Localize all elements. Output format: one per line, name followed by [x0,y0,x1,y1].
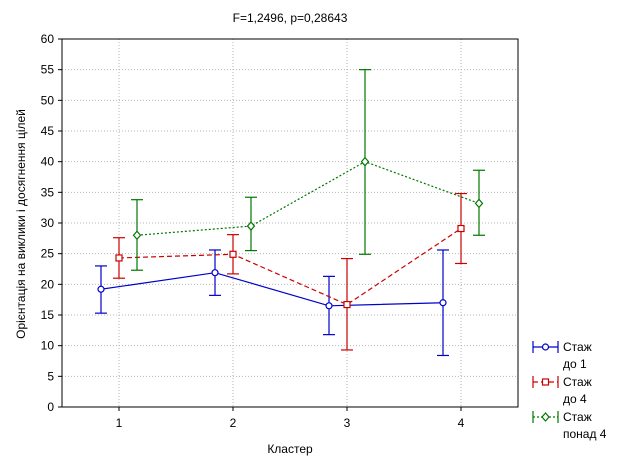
data-point [132,230,142,241]
x-tick-label: 2 [230,416,237,430]
y-tick-label: 10 [41,339,55,353]
y-tick-label: 0 [47,400,54,414]
y-tick-label: 60 [41,32,55,46]
data-point [439,299,447,307]
legend-label: Стаж [563,340,592,354]
legend-item-1: Стаж до 1 [532,340,592,371]
legend-label: Стаж [563,375,592,389]
series-1 [95,249,449,357]
legend-item-3: Стаж понад 4 [532,410,607,441]
x-tick-label: 3 [344,416,351,430]
data-point [115,254,123,262]
x-axis-label: Кластер [267,442,313,456]
y-tick-label: 15 [41,308,55,322]
legend-label: Стаж [563,410,592,424]
data-point [211,269,219,277]
y-axis: 0 5 10 15 20 25 30 35 40 45 50 55 60 [41,32,62,414]
grid [62,39,518,407]
y-tick-label: 40 [41,155,55,169]
y-tick-label: 5 [47,369,54,383]
legend-marker [541,378,550,386]
y-tick-label: 50 [41,93,55,107]
y-axis-label: Орієнтація на виклики і досягнення цілей [14,109,28,339]
x-tick-label: 4 [458,416,465,430]
legend: Стаж до 1 Стаж до 4 Стаж понад 4 [532,340,607,441]
series-line [136,161,480,236]
data-point [457,224,465,233]
legend-label: понад 4 [563,427,607,441]
y-tick-label: 30 [41,216,55,230]
y-tick-label: 45 [41,124,55,138]
data-point [343,300,351,309]
legend-label: до 4 [563,392,587,406]
series-line [118,228,462,306]
y-tick-label: 25 [41,247,55,261]
x-axis: 1 2 3 4 [116,407,465,430]
legend-marker [541,343,550,351]
legend-marker [541,412,550,422]
data-point [229,250,237,258]
data-point [97,285,105,293]
y-tick-label: 35 [41,185,55,199]
x-tick-label: 1 [116,416,123,430]
plot-area [95,69,485,357]
chart-title: F=1,2496, p=0,28643 [233,11,348,25]
data-point [246,221,256,231]
data-point [474,198,484,209]
data-point [360,156,370,167]
data-point [325,302,333,310]
legend-label: до 1 [563,357,587,371]
series-2 [113,192,467,351]
y-tick-label: 55 [41,63,55,77]
legend-item-2: Стаж до 4 [532,375,592,406]
series-line [100,272,444,307]
y-tick-label: 20 [41,277,55,291]
series-3 [131,69,485,271]
